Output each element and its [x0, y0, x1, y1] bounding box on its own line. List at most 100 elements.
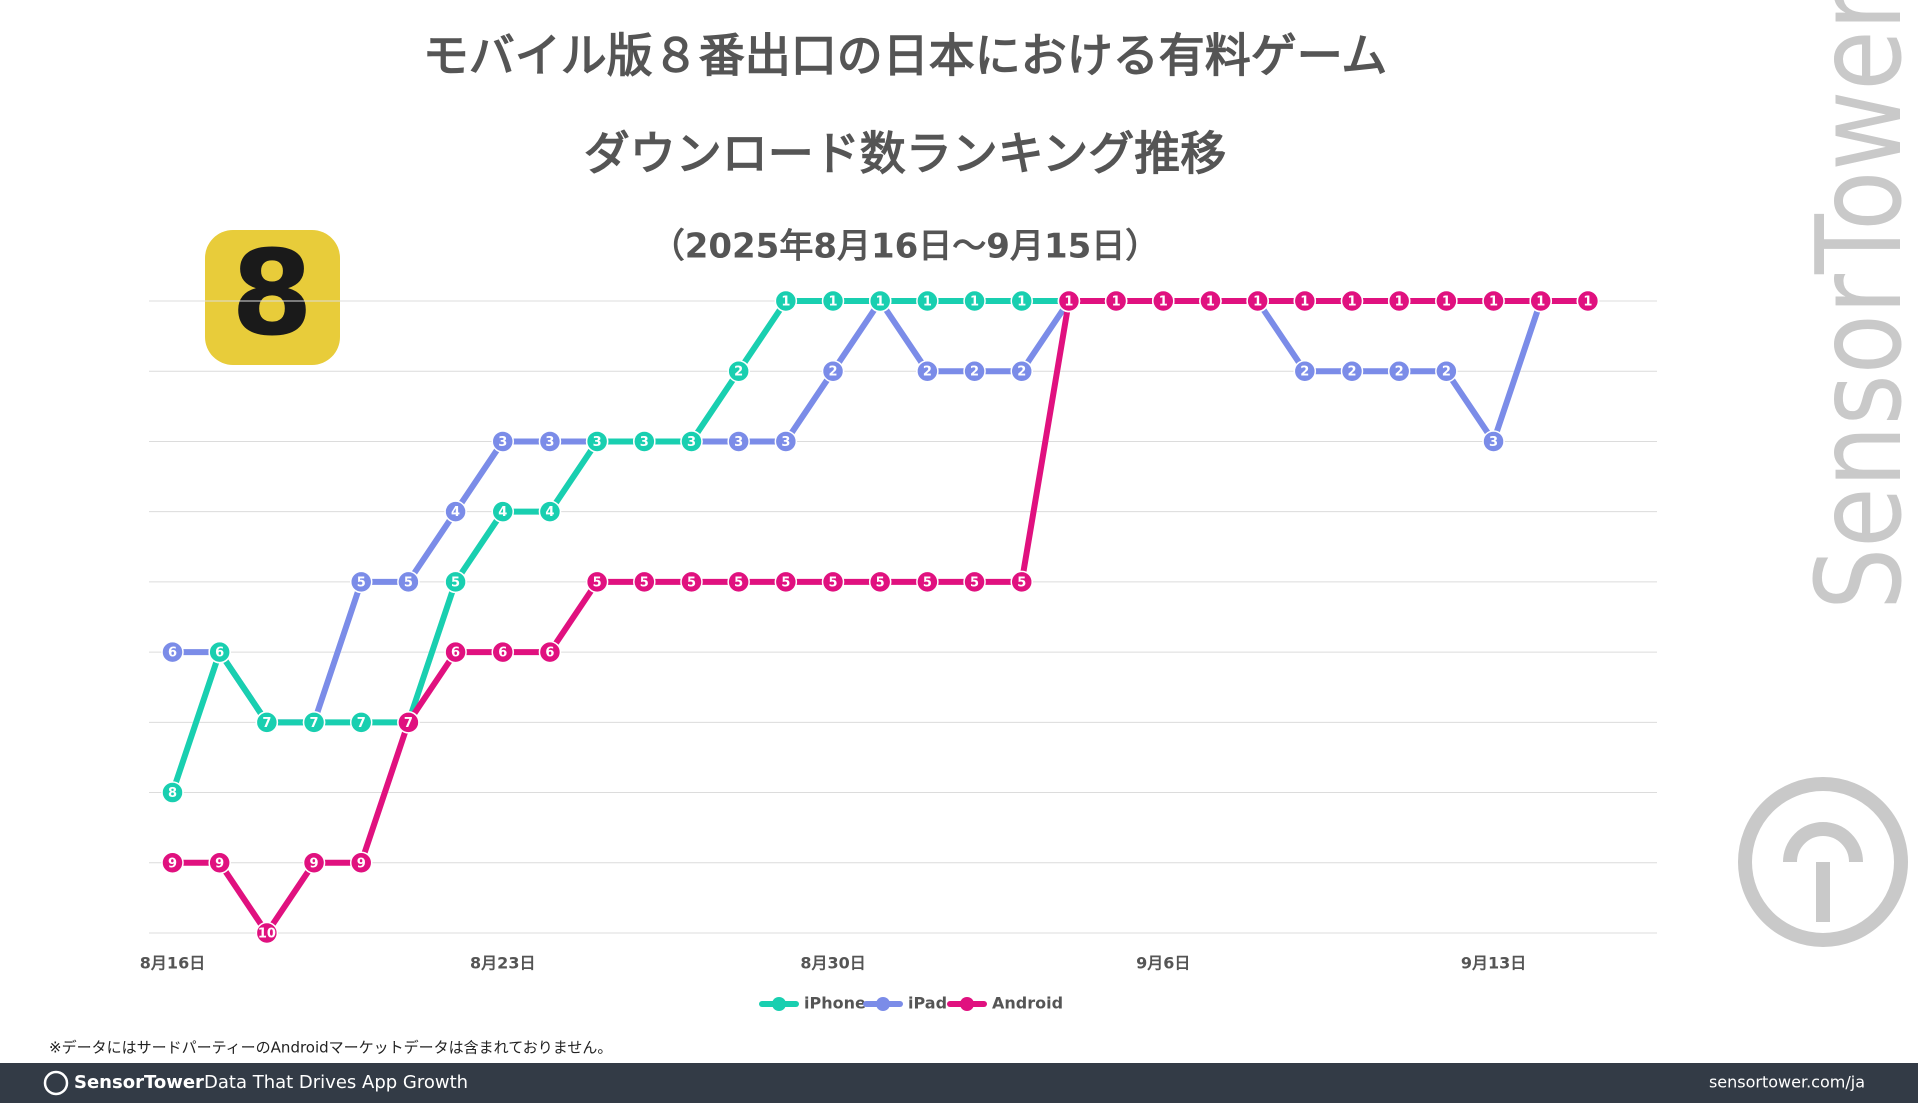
data-label: 1 — [970, 295, 979, 310]
marker — [585, 570, 609, 594]
marker — [727, 430, 750, 453]
marker — [821, 570, 845, 594]
marker — [1387, 289, 1411, 313]
marker — [538, 430, 562, 453]
data-label: 1 — [1017, 295, 1026, 310]
marker — [1340, 289, 1364, 313]
data-label: 2 — [1300, 365, 1309, 380]
marker — [1435, 359, 1458, 383]
data-label: 1 — [876, 295, 885, 310]
data-label: 5 — [451, 575, 460, 590]
marker — [1482, 430, 1505, 453]
marker — [1293, 289, 1317, 313]
x-tick-label: 9月13日 — [1461, 954, 1526, 973]
x-tick-label: 8月16日 — [140, 954, 205, 973]
marker — [397, 711, 420, 734]
marker — [963, 289, 986, 313]
data-label: 1 — [1347, 295, 1356, 310]
marker — [963, 359, 986, 383]
marker — [302, 711, 326, 734]
data-label: 5 — [876, 575, 885, 590]
data-label: 3 — [1489, 435, 1498, 450]
data-label: 1 — [1064, 295, 1073, 310]
footnote: ※データにはサードパーティーのAndroidマーケットデータは含まれておりません… — [49, 1039, 612, 1057]
data-label: 2 — [1442, 365, 1451, 380]
data-label: 5 — [1017, 575, 1026, 590]
data-label: 1 — [1395, 295, 1404, 310]
data-label: 6 — [545, 646, 554, 661]
marker — [255, 921, 279, 945]
chart-subtitle: （2025年8月16日〜9月15日） — [651, 227, 1160, 267]
marker — [208, 851, 231, 875]
legend-swatch — [960, 997, 974, 1011]
marker — [1010, 289, 1033, 313]
data-label: 2 — [970, 365, 979, 380]
chart-title: ダウンロード数ランキング推移 — [584, 127, 1227, 181]
watermark-logo — [1783, 822, 1863, 922]
marker — [444, 570, 467, 594]
data-label: 1 — [1442, 295, 1451, 310]
x-tick-label: 8月23日 — [470, 954, 535, 973]
marker — [161, 851, 184, 875]
data-label: 9 — [357, 856, 366, 871]
marker — [161, 781, 184, 804]
line-series — [172, 298, 1588, 936]
legend-swatch — [876, 997, 890, 1011]
marker — [1010, 359, 1033, 383]
data-label: 6 — [498, 646, 507, 661]
marker — [1387, 359, 1411, 383]
x-tick-label: 9月6日 — [1136, 954, 1190, 973]
data-label: 1 — [1253, 295, 1262, 310]
marker — [1010, 570, 1033, 594]
data-label: 3 — [545, 435, 554, 450]
data-label: 1 — [1583, 295, 1592, 310]
legend-label: iPad — [908, 994, 947, 1013]
data-label: 1 — [828, 295, 837, 310]
data-label: 8 — [168, 786, 177, 801]
marker — [1435, 289, 1458, 313]
data-label: 5 — [781, 575, 790, 590]
data-label: 1 — [1159, 295, 1168, 310]
data-label: 4 — [498, 505, 507, 520]
legend-label: Android — [992, 994, 1063, 1013]
marker — [1576, 289, 1600, 313]
data-label: 5 — [640, 575, 649, 590]
marker — [349, 851, 373, 875]
data-label: 5 — [357, 575, 366, 590]
marker — [491, 430, 515, 453]
legend-label: iPhone — [804, 994, 866, 1013]
data-label: 5 — [734, 575, 743, 590]
data-label: 6 — [215, 646, 224, 661]
data-label: 4 — [545, 505, 554, 520]
data-label: 5 — [923, 575, 932, 590]
data-label: 1 — [1206, 295, 1215, 310]
data-label: 3 — [781, 435, 790, 450]
marker — [774, 289, 798, 313]
marker — [821, 359, 845, 383]
marker — [208, 640, 231, 664]
data-label: 1 — [1112, 295, 1121, 310]
data-label: 7 — [357, 716, 366, 731]
data-label: 5 — [593, 575, 602, 590]
marker — [1104, 289, 1128, 313]
footer-bar — [0, 1063, 1918, 1103]
data-label: 2 — [828, 365, 837, 380]
watermark-logo — [1738, 777, 1908, 947]
marker — [633, 570, 656, 594]
data-label: 5 — [404, 575, 413, 590]
marker — [255, 711, 279, 734]
app-icon — [205, 230, 340, 365]
marker — [1246, 289, 1269, 313]
legend-swatch — [772, 997, 786, 1011]
marker — [491, 640, 515, 664]
marker — [1482, 289, 1505, 313]
data-label: 4 — [451, 505, 460, 520]
data-label: 1 — [1300, 295, 1309, 310]
data-label: 5 — [828, 575, 837, 590]
data-label: 9 — [215, 856, 224, 871]
data-label: 3 — [498, 435, 507, 450]
line-series — [169, 298, 1588, 794]
marker — [1057, 289, 1081, 313]
data-label: 7 — [310, 716, 319, 731]
